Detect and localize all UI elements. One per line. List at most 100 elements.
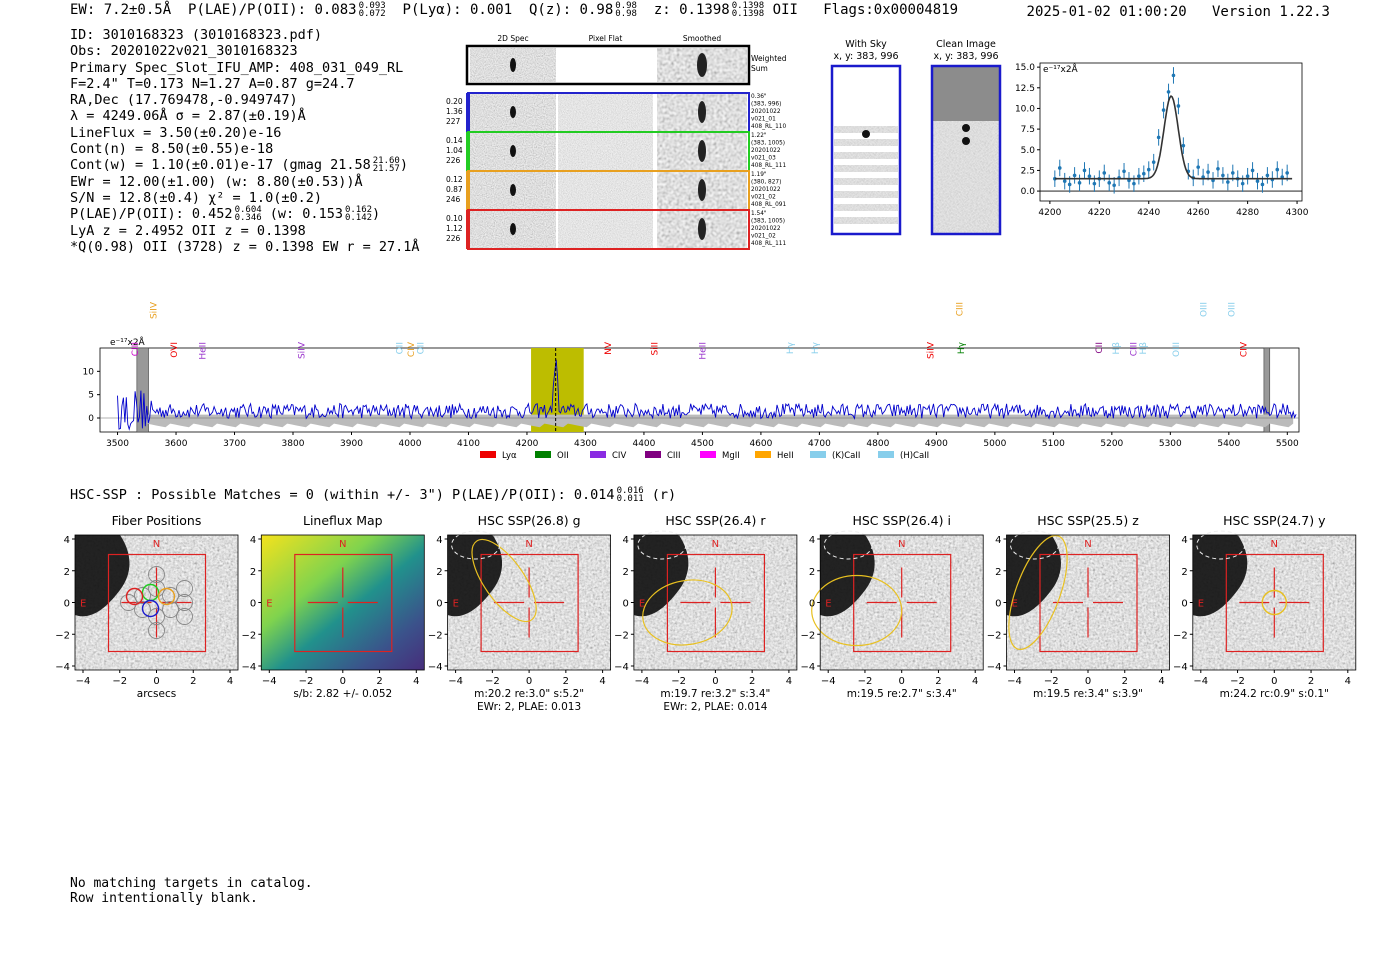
spec-line-label: CIII: [1129, 342, 1139, 356]
cutout-right-value: 1.54": [751, 211, 767, 217]
spec-line-label: SiIV: [150, 301, 160, 319]
spec-xtick-label: 3700: [223, 439, 246, 449]
spec-line-label: OIII: [1228, 302, 1238, 317]
fit-point: [1072, 173, 1077, 178]
sky-panel-title: Clean Image: [936, 39, 996, 50]
hsc-panel-title: HSC SSP(26.8) g: [478, 513, 581, 528]
hsc-frame: [1006, 534, 1170, 671]
cutout-right-value: (383, 1005): [751, 141, 785, 147]
hsc-dashed-ellipse: [823, 530, 873, 560]
info-obs: Obs: 20201022v021_3010168323: [70, 43, 298, 60]
hsc-ytick-label: 0: [436, 599, 442, 610]
spec-legend-swatch: [480, 451, 496, 458]
hsc-north-label: N: [153, 539, 160, 550]
spec-xtick-label: 4600: [749, 439, 772, 449]
spec-line-label: CIV: [407, 341, 417, 357]
spec-line-label: Hβ: [1112, 342, 1122, 355]
hsc-ytick-label: 0: [1181, 599, 1187, 610]
hsc-xtick-label: 2: [935, 676, 941, 687]
hsc-north-label: N: [1271, 539, 1278, 550]
cutout-right-value: 20201022: [751, 148, 781, 154]
hsc-xtick-label: 0: [899, 676, 905, 687]
hsc-flux-image: [261, 535, 425, 670]
hsc-frame: [1192, 534, 1357, 671]
weighted-label-1: Weighted: [751, 54, 787, 63]
cutout-right-value: v021_02: [751, 195, 776, 201]
hsc-title-end: (r): [651, 487, 677, 503]
contw-end: ): [399, 157, 408, 174]
hsc-ytick-label: 0: [64, 599, 70, 610]
spec-line-label: HeII: [698, 342, 708, 360]
cutout-left-value: 0.87: [446, 185, 463, 194]
weighted-spot: [510, 58, 516, 72]
fit-ytick-label: 5.0: [1021, 146, 1036, 156]
sky-band: [834, 178, 898, 185]
hsc-ytick-label: 4: [1181, 535, 1187, 546]
info-q: *Q(0.98) OII (3728) z = 0.1398 EW r = 27…: [70, 238, 420, 255]
hsc-ytick-label: 4: [809, 535, 815, 546]
spec-xtick-label: 5100: [1042, 439, 1065, 449]
hsc-ellipse: [1261, 589, 1288, 616]
z-line: OII: [772, 2, 798, 18]
hsc-ellipse: [642, 579, 733, 646]
spec-line-label: SiII: [650, 342, 660, 356]
fit-point: [1132, 181, 1136, 186]
cutout-right-value: 20201022: [751, 226, 781, 232]
hsc-ytick-label: 2: [436, 567, 442, 578]
cutout-right-value: v021_03: [751, 156, 776, 162]
spec-unit-label: e⁻¹⁷x2Å: [110, 336, 146, 348]
sky-panel-coords: x, y: 383, 996: [933, 51, 998, 62]
fit-point: [1142, 171, 1146, 176]
version: Version 1.22.3: [1211, 4, 1330, 20]
spec-legend-label: CIII: [667, 451, 680, 461]
hsc-fiber: [120, 594, 137, 611]
cutout-smooth-spot: [698, 101, 706, 123]
cutout-left-value: 226: [446, 156, 461, 165]
hsc-dashed-ellipse: [451, 530, 501, 560]
hsc-fiber: [176, 580, 193, 597]
spec-line-label: OIII: [1172, 342, 1182, 357]
hsc-fiber: [176, 608, 193, 625]
spec-xtick-label: 4700: [808, 439, 831, 449]
contw-lo: 21.57: [372, 164, 400, 175]
cutout-right-value: (380, 827): [751, 180, 781, 186]
sky-panel-coords: x, y: 383, 996: [833, 51, 898, 62]
spec-line-label: Hγ: [786, 341, 796, 354]
hsc-box: [480, 553, 579, 653]
hsc-caption: s/b: 2.82 +/- 0.052: [293, 688, 392, 700]
cutout-spot: [510, 184, 516, 196]
spec-xtick-label: 3500: [106, 439, 129, 449]
spec-line-label: HeII: [198, 342, 208, 360]
hsc-panel-title: HSC SSP(24.7) y: [1223, 513, 1326, 528]
full-spectrum-chart: 0 5 10 3500 3600 3700 3800 3900 4000 4100 4200 4300…: [83, 301, 1300, 461]
spec-xtick-label: 4300: [574, 439, 597, 449]
cutout-right-value: 408_RL_110: [751, 124, 786, 130]
spec-line-label: Hγ: [957, 341, 967, 354]
fit-xtick-label: 4240: [1137, 208, 1160, 218]
hsc-east-label: E: [1198, 599, 1204, 610]
fit-point: [1087, 174, 1092, 179]
hsc-title-hi: 0.016: [616, 486, 644, 496]
sky-source: [862, 130, 870, 138]
spec-xtick-label: 4900: [925, 439, 948, 449]
cutout-left-value: 1.36: [446, 107, 463, 116]
hsc-box: [294, 553, 393, 653]
spec-masked: [136, 347, 149, 433]
spec-xtick-label: 5500: [1276, 439, 1299, 449]
hsc-xtick-label: 0: [1271, 676, 1277, 687]
cutout-smooth-spot: [698, 179, 706, 201]
hsc-xtick-label: 4: [599, 676, 605, 687]
spec-line-label: CIV: [1239, 341, 1249, 357]
hsc-caption: m:19.7 re:3.2" s:3.4": [660, 688, 770, 700]
hsc-xtick-label: 0: [1085, 676, 1091, 687]
fit-point: [1057, 166, 1062, 170]
hsc-ytick-label: −2: [55, 630, 70, 641]
hsc-caption: EWr: 2, PLAE: 0.014: [663, 701, 767, 713]
hsc-panel-title: Fiber Positions: [112, 513, 202, 528]
cutout-left-value: 1.04: [446, 146, 463, 155]
cutout-left-value: 1.12: [446, 224, 463, 233]
plae2-lo: 0.346: [234, 213, 262, 224]
spec-legend-swatch: [645, 451, 661, 458]
